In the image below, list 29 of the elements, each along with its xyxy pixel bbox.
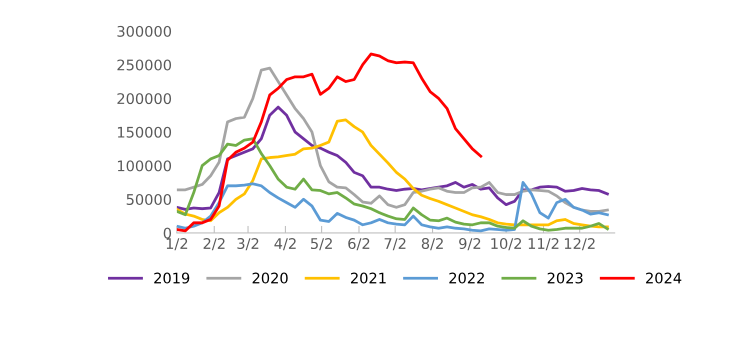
line-series bbox=[176, 66, 609, 213]
legend-label: 2022 bbox=[449, 272, 484, 284]
y-tick-label: 0 bbox=[164, 228, 172, 239]
x-tick-label: 1/2 bbox=[166, 238, 188, 250]
line-series bbox=[176, 181, 609, 232]
x-tick-label: 4/2 bbox=[274, 238, 296, 250]
x-tick-label: 11/2 bbox=[528, 238, 558, 250]
x-tick-label: 2/2 bbox=[204, 238, 225, 250]
x-tick-label: 12/2 bbox=[564, 238, 595, 250]
y-tick-label: 200000 bbox=[117, 93, 172, 104]
y-tick-label: 250000 bbox=[117, 59, 172, 70]
x-tick-label: 8/2 bbox=[422, 238, 443, 250]
line-series bbox=[176, 52, 482, 232]
y-tick-label: 100000 bbox=[118, 160, 172, 172]
x-tick-label: 10/2 bbox=[491, 238, 522, 250]
x-tick-label: 5/2 bbox=[310, 238, 332, 250]
legend-label: 2024 bbox=[646, 272, 682, 284]
x-tick-label: 9/2 bbox=[459, 238, 480, 250]
legend-label: 2023 bbox=[548, 272, 583, 284]
y-tick-label: 300000 bbox=[117, 26, 172, 37]
legend-label: 2019 bbox=[154, 272, 190, 284]
x-tick-label: 6/2 bbox=[348, 238, 370, 250]
x-tick-label: 3/2 bbox=[237, 238, 258, 250]
line-series bbox=[176, 137, 609, 232]
legend-label: 2021 bbox=[350, 272, 386, 284]
legend-label: 2020 bbox=[252, 272, 288, 284]
y-tick-label: 150000 bbox=[118, 126, 172, 138]
x-tick-label: 7/2 bbox=[384, 238, 406, 250]
y-tick-label: 50000 bbox=[126, 194, 172, 206]
